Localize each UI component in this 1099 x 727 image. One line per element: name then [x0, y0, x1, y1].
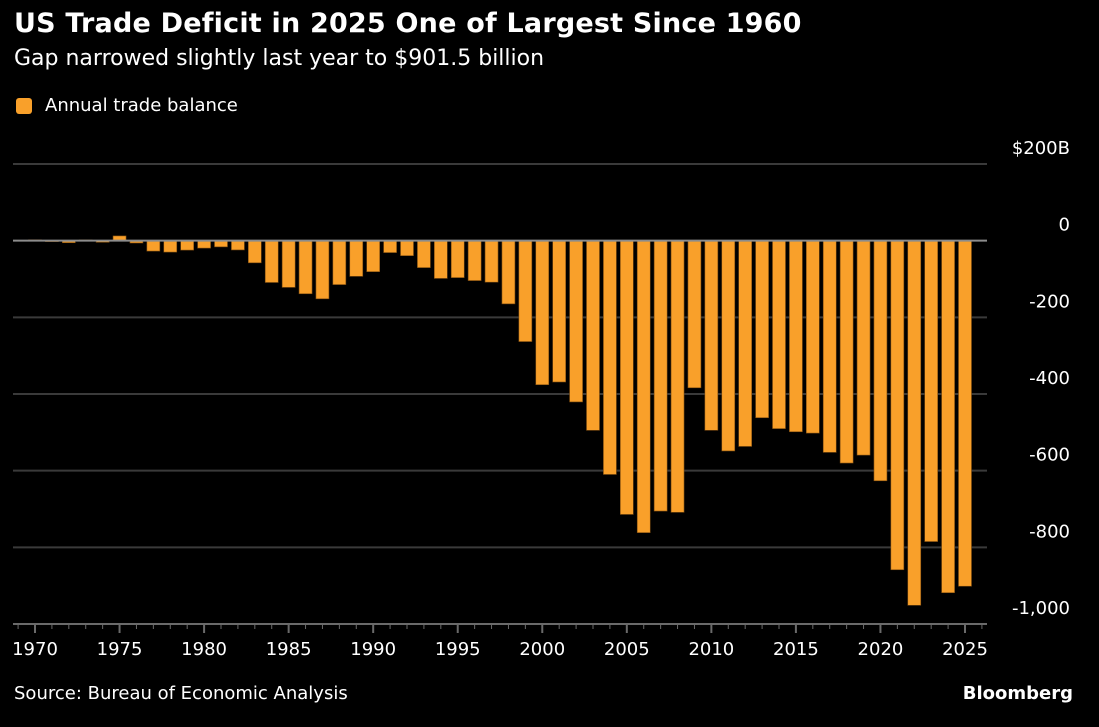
bar [281, 240, 296, 288]
bars [28, 235, 972, 606]
x-tick-label: 2020 [858, 639, 904, 660]
chart-title: US Trade Deficit in 2025 One of Largest … [14, 8, 802, 39]
x-tick-label: 2000 [519, 639, 565, 660]
bar [704, 240, 719, 431]
bar [873, 240, 888, 482]
y-tick-label: -400 [1029, 368, 1070, 389]
source-note: Source: Bureau of Economic Analysis [14, 683, 348, 704]
bar [400, 240, 414, 256]
bar [856, 240, 871, 456]
bar [687, 240, 702, 389]
bar [620, 240, 634, 515]
bar [501, 240, 516, 305]
bar [332, 240, 347, 285]
bar [484, 240, 499, 283]
x-tick-label: 1970 [12, 639, 58, 660]
x-tick-label: 2015 [773, 639, 819, 660]
bar [941, 240, 955, 594]
bar [315, 240, 330, 300]
bar [552, 240, 566, 383]
legend: Annual trade balance [16, 95, 238, 116]
bar [298, 240, 313, 295]
legend-label: Annual trade balance [45, 95, 238, 116]
y-axis-labels: $200B 0 -200 -400 -600 -800 -1,000 [1012, 138, 1070, 619]
bar [180, 240, 194, 251]
bar [349, 240, 364, 277]
x-tick-label: 1975 [97, 639, 143, 660]
bloomberg-logo: Bloomberg [962, 683, 1073, 704]
bar [789, 240, 803, 433]
bar [907, 240, 922, 606]
x-tick-label: 2025 [942, 639, 988, 660]
y-tick-label: -800 [1029, 521, 1070, 542]
bar [264, 240, 279, 283]
bar [417, 240, 431, 268]
y-tick-label: $200B [1012, 138, 1070, 159]
bar [924, 240, 938, 542]
x-axis: 1970 1975 1980 1985 1990 1995 2000 2005 2010 2015… [12, 623, 988, 660]
bar [535, 240, 550, 386]
x-tick-label: 2010 [688, 639, 734, 660]
bar [670, 240, 685, 513]
bar [163, 240, 178, 253]
bar [467, 240, 482, 281]
y-tick-label: -1,000 [1012, 598, 1070, 619]
legend-swatch [16, 97, 32, 114]
bar [653, 240, 668, 512]
x-tick-label: 2005 [604, 639, 650, 660]
bar [839, 240, 854, 464]
bar [366, 240, 380, 272]
bar [958, 240, 972, 587]
bar [586, 240, 600, 431]
x-tick-label: 1985 [266, 639, 312, 660]
bar [806, 240, 820, 434]
bar [822, 240, 837, 453]
bar [603, 240, 617, 475]
bar [231, 240, 245, 251]
bar [636, 240, 651, 533]
y-tick-label: -600 [1029, 445, 1070, 466]
bar [434, 240, 448, 279]
bar [721, 240, 736, 452]
chart-subtitle: Gap narrowed slightly last year to $901.… [14, 46, 545, 71]
bar [248, 240, 262, 264]
bar [197, 240, 211, 249]
bar [450, 240, 465, 278]
bar [146, 240, 161, 252]
bar [569, 240, 583, 403]
x-tick-label: 1995 [435, 639, 481, 660]
bar [890, 240, 905, 571]
y-tick-label: -200 [1029, 291, 1070, 312]
x-tick-label: 1990 [350, 639, 396, 660]
x-tick-label: 1980 [181, 639, 227, 660]
bar [755, 240, 769, 419]
y-tick-label: 0 [1059, 215, 1070, 236]
bar [772, 240, 786, 429]
bar [738, 240, 752, 447]
bar [383, 240, 397, 253]
bar [518, 240, 533, 342]
